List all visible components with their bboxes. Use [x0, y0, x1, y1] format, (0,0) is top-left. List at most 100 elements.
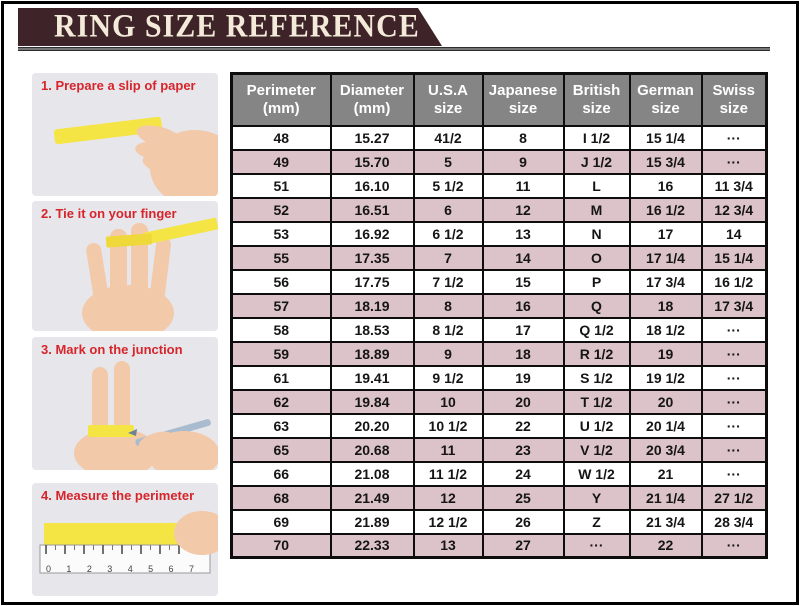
table-row: 66 21.08 11 1/2 24 W 1/2 21 ··· [230, 460, 768, 487]
table-row: 62 19.84 10 20 T 1/2 20 ··· [230, 388, 768, 415]
table-cell: 48 [230, 124, 332, 151]
table-cell: 20 [481, 388, 565, 415]
table-cell: 58 [230, 316, 332, 343]
table-row: 58 18.53 8 1/2 17 Q 1/2 18 1/2 ··· [230, 316, 768, 343]
table-cell: 12 [481, 196, 565, 223]
table-cell: 55 [230, 244, 332, 271]
table-cell: 18.19 [329, 292, 415, 319]
table-cell: 16.10 [329, 172, 415, 199]
page-title: RING SIZE REFERENCE [54, 8, 420, 45]
table-cell: 8 1/2 [412, 316, 484, 343]
table-cell: 22 [481, 412, 565, 439]
table-cell: 23 [481, 436, 565, 463]
table-cell: 15.27 [329, 124, 415, 151]
table-cell: O [562, 244, 631, 271]
table-cell: ··· [700, 148, 768, 175]
column-sublabel: size [719, 99, 748, 117]
table-cell: 17 1/4 [628, 244, 703, 271]
table-cell: ··· [700, 316, 768, 343]
table-cell: 17.35 [329, 244, 415, 271]
table-cell: Y [562, 484, 631, 511]
header-divider-line [18, 47, 770, 51]
table-cell: ··· [562, 532, 631, 559]
table-cell: 14 [481, 244, 565, 271]
table-cell: 10 [412, 388, 484, 415]
table-cell: 21 3/4 [628, 508, 703, 535]
table-cell: 57 [230, 292, 332, 319]
table-cell: 15 3/4 [628, 148, 703, 175]
table-cell: 11 1/2 [412, 460, 484, 487]
table-cell: 18.89 [329, 340, 415, 367]
table-cell: 7 1/2 [412, 268, 484, 295]
table-cell: 17 [481, 316, 565, 343]
table-cell: 17 3/4 [628, 268, 703, 295]
table-cell: 12 [412, 484, 484, 511]
table-cell: 18 [628, 292, 703, 319]
table-cell: V 1/2 [562, 436, 631, 463]
table-cell: 20.68 [329, 436, 415, 463]
table-cell: Q 1/2 [562, 316, 631, 343]
table-cell: 56 [230, 268, 332, 295]
table-cell: 59 [230, 340, 332, 367]
table-cell: 53 [230, 220, 332, 247]
table-cell: ··· [700, 412, 768, 439]
table-cell: 70 [230, 532, 332, 559]
table-cell: 9 1/2 [412, 364, 484, 391]
step-panel-prepare-paper: 1. Prepare a slip of paper [32, 73, 218, 196]
table-cell: 18 1/2 [628, 316, 703, 343]
table-cell: 20.20 [329, 412, 415, 439]
table-cell: 22 [628, 532, 703, 559]
table-cell: S 1/2 [562, 364, 631, 391]
table-cell: I 1/2 [562, 124, 631, 151]
table-cell: 41/2 [412, 124, 484, 151]
size-table-head: Perimeter (mm) Diameter (mm) U.S.A size Japane… [230, 72, 768, 127]
ruler-number: 4 [127, 564, 133, 574]
table-row: 56 17.75 7 1/2 15 P 17 3/4 16 1/2 [230, 268, 768, 295]
table-cell: 69 [230, 508, 332, 535]
column-label: German [637, 81, 694, 99]
table-cell: 5 1/2 [412, 172, 484, 199]
table-row: 59 18.89 9 18 R 1/2 19 ··· [230, 340, 768, 367]
table-cell: 19.84 [329, 388, 415, 415]
ring-size-table: Perimeter (mm) Diameter (mm) U.S.A size Japane… [230, 72, 768, 559]
table-row: 51 16.10 5 1/2 11 L 16 11 3/4 [230, 172, 768, 199]
table-cell: 66 [230, 460, 332, 487]
column-sublabel: size [508, 99, 538, 117]
table-cell: 6 1/2 [412, 220, 484, 247]
table-cell: 20 3/4 [628, 436, 703, 463]
table-cell: 16 1/2 [628, 196, 703, 223]
ruler-numbers: 0 1 2 3 4 5 6 7 [46, 564, 194, 574]
step-4-photo [32, 483, 218, 596]
table-row: 57 18.19 8 16 Q 18 17 3/4 [230, 292, 768, 319]
table-cell: 13 [412, 532, 484, 559]
table-cell: 6 [412, 196, 484, 223]
table-cell: 16 [628, 172, 703, 199]
table-cell: ··· [700, 388, 768, 415]
table-cell: 13 [481, 220, 565, 247]
table-cell: 19.41 [329, 364, 415, 391]
table-cell: 26 [481, 508, 565, 535]
table-cell: 11 [481, 172, 565, 199]
ring-size-table-wrap: Perimeter (mm) Diameter (mm) U.S.A size Japane… [230, 72, 768, 559]
hand-icon [135, 125, 218, 196]
ruler-number: 0 [46, 564, 52, 574]
column-sublabel: size [651, 99, 680, 117]
table-cell: 12 3/4 [700, 196, 768, 223]
instruction-steps: 1. Prepare a slip of paper 2. Tie it on … [32, 73, 218, 598]
table-cell: 14 [700, 220, 768, 247]
hand-icon [74, 361, 158, 470]
column-sublabel: size [433, 99, 463, 117]
column-sublabel: (mm) [262, 99, 300, 117]
column-header-perimeter: Perimeter (mm) [230, 72, 332, 127]
column-sublabel: size [582, 99, 611, 117]
table-cell: ··· [700, 340, 768, 367]
column-label: U.S.A [427, 81, 468, 99]
table-cell: 17.75 [329, 268, 415, 295]
table-cell: 20 [628, 388, 703, 415]
table-cell: 68 [230, 484, 332, 511]
table-cell: 21.49 [329, 484, 415, 511]
size-table-body: 48 15.27 41/2 8 I 1/2 15 1/4 ··· 49 15.70 5 9 J 1/2… [230, 124, 768, 559]
step-2-photo [32, 201, 218, 331]
table-cell: 51 [230, 172, 332, 199]
step-panel-tie-finger: 2. Tie it on your finger [32, 201, 218, 331]
